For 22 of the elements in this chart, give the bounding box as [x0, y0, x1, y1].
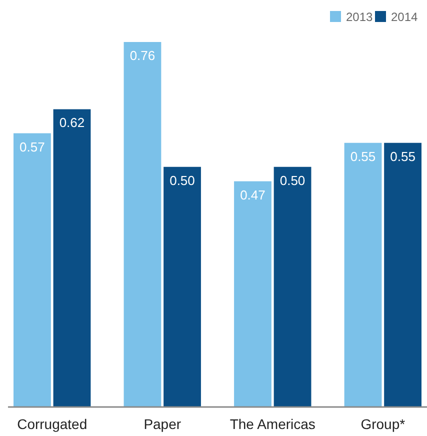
bar: [234, 181, 272, 407]
bar: [384, 142, 422, 407]
x-tick-label: Group*: [360, 416, 406, 432]
legend-label: 2014: [391, 10, 418, 24]
x-tick-label: Corrugated: [17, 416, 88, 432]
bar: [53, 109, 91, 407]
data-label: 0.57: [20, 139, 45, 154]
bar: [344, 142, 382, 407]
bar: [164, 166, 201, 407]
data-label: 0.47: [240, 187, 266, 202]
data-label: 0.62: [59, 115, 85, 130]
x-tick-label: Paper: [144, 416, 182, 432]
legend-label: 2013: [346, 10, 374, 24]
data-label: 0.55: [390, 148, 416, 164]
x-tick-label: The Americas: [230, 416, 316, 432]
data-label: 0.50: [280, 172, 306, 188]
data-label: 0.50: [170, 172, 195, 188]
data-label: 0.76: [130, 48, 156, 63]
data-label: 0.55: [350, 148, 376, 164]
bar: [14, 133, 51, 407]
bar: [274, 166, 312, 407]
bar: [124, 42, 162, 407]
